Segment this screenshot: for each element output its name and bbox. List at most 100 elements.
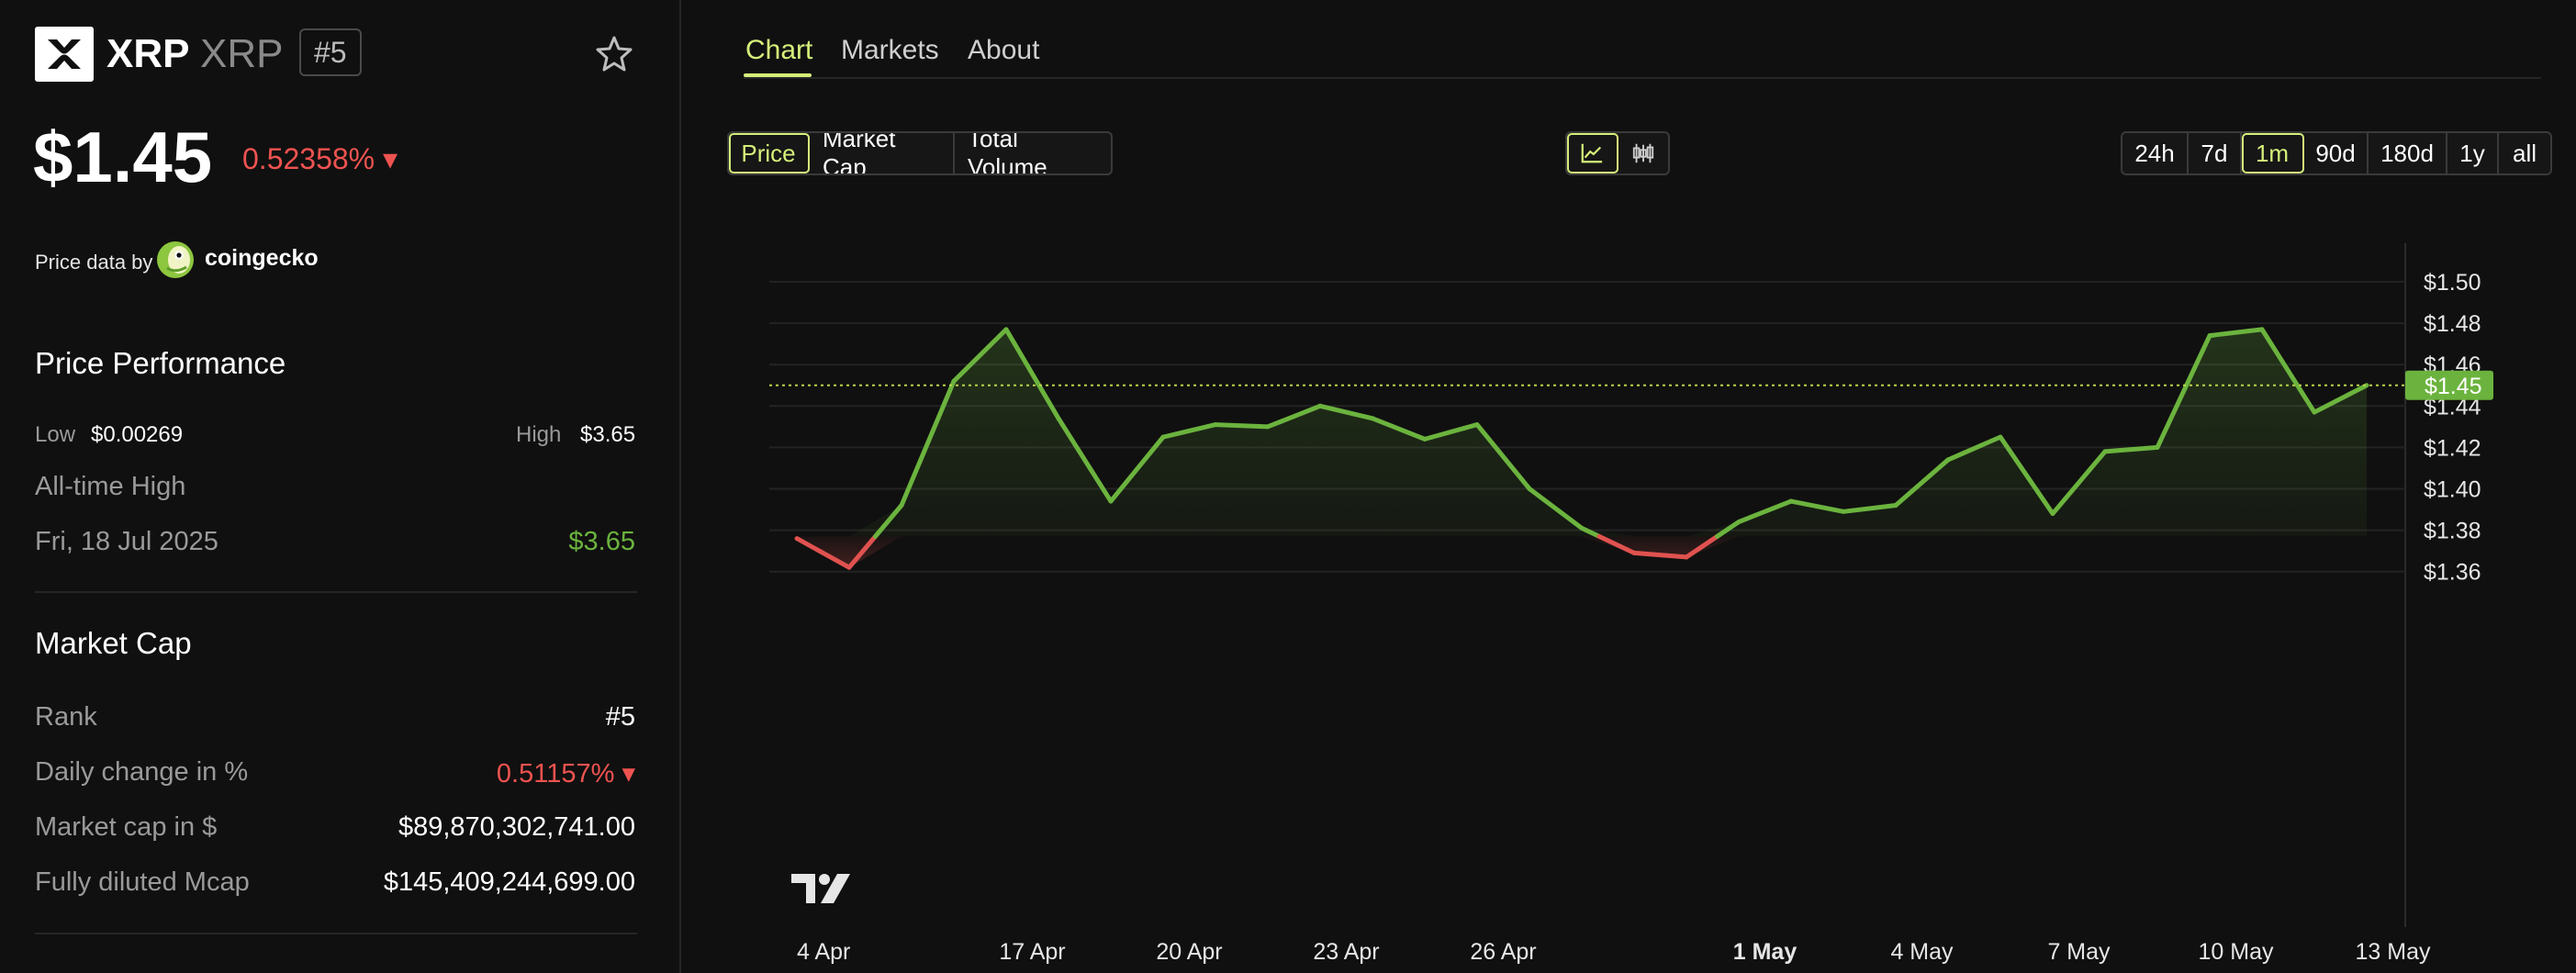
coin-info-panel: XRP XRP #5 $1.45 0.52358% ▾ Price data b… (0, 0, 681, 973)
market-cap-label: Market cap in $ (35, 812, 218, 842)
price-line-segment (1579, 525, 1602, 539)
market-cap-value: $89,870,302,741.00 (398, 812, 635, 842)
price-performance-title: Price Performance (35, 346, 286, 380)
high-label: High (516, 422, 562, 447)
y-tick-label: $1.36 (2424, 560, 2481, 586)
price-button[interactable]: Price (729, 133, 810, 173)
price-line-segment (1945, 434, 2003, 463)
divider (35, 591, 637, 593)
coingecko-label[interactable]: coingecko (205, 245, 319, 271)
range-24h-button[interactable]: 24h (2122, 133, 2189, 173)
ath-date: Fri, 18 Jul 2025 (35, 527, 218, 556)
daily-change-label: Daily change in % (35, 757, 249, 787)
price-line-segment (2312, 383, 2369, 415)
price-line-segment (794, 536, 852, 570)
xrp-logo (35, 27, 94, 82)
price-line-segment (2050, 449, 2108, 517)
price-line-segment (1003, 327, 1061, 421)
price-line-segment (1893, 457, 1951, 509)
price-line-segment (1715, 520, 1742, 539)
price-line-segment (951, 327, 1009, 384)
price-line-segment (2259, 327, 2317, 415)
chart-type-selector (1565, 131, 1670, 175)
total-volume-button[interactable]: Total Volume (968, 131, 1047, 175)
price-line-segment (1736, 498, 1794, 525)
price-line-segment (1160, 422, 1218, 440)
price-line-segment (1422, 422, 1480, 442)
price-line-segment (873, 503, 904, 539)
tab-chart[interactable]: Chart (745, 35, 813, 65)
daily-change-value: 0.51157% ▾ (496, 759, 635, 788)
x-tick-label: 13 May (2356, 939, 2431, 965)
price-line-segment (1265, 403, 1323, 430)
price-data-by-label: Price data by (35, 251, 153, 274)
price-line-segment (1213, 422, 1271, 430)
price-line-segment (1056, 416, 1114, 504)
range-180d-button[interactable]: 180d (2369, 133, 2447, 173)
current-price-badge (2405, 370, 2493, 400)
range-90d-button[interactable]: 90d (2304, 133, 2369, 173)
fully-diluted-value: $145,409,244,699.00 (383, 867, 635, 897)
tab-markets[interactable]: Markets (841, 35, 939, 65)
line-chart-icon (1581, 143, 1603, 163)
star-icon[interactable] (594, 34, 634, 74)
tradingview-logo-icon (791, 874, 850, 903)
price-line-segment (846, 533, 878, 570)
x-tick-label: 4 May (1890, 939, 1954, 965)
x-tick-label: 10 May (2199, 939, 2274, 965)
range-1y-button[interactable]: 1y (2447, 133, 2499, 173)
xrp-logo-icon (48, 39, 81, 69)
x-tick-label: 7 May (2047, 939, 2111, 965)
market-cap-title: Market Cap (35, 626, 192, 660)
price-line-segment (1788, 498, 1846, 514)
y-tick-label: $1.50 (2424, 270, 2481, 296)
tab-about[interactable]: About (968, 35, 1040, 65)
price-line-segment (1631, 550, 1689, 560)
market-cap-button[interactable]: Market Cap (810, 133, 955, 173)
y-tick-label: $1.42 (2424, 435, 2481, 461)
metric-selector: Price Market Cap Total Volume (727, 131, 1113, 175)
divider (35, 933, 637, 934)
range-7d-button[interactable]: 7d (2189, 133, 2242, 173)
rank-badge: #5 (299, 28, 362, 76)
price-line-segment (899, 378, 957, 509)
tabs-divider (744, 77, 2541, 79)
price-line-segment (1841, 503, 1898, 514)
price-line-segment (1108, 434, 1166, 504)
y-tick-label: $1.48 (2424, 311, 2481, 337)
price-change: 0.52358% ▾ (242, 142, 398, 175)
rank-value: #5 (605, 702, 635, 732)
ath-value: $3.65 (568, 527, 635, 556)
fully-diluted-label: Fully diluted Mcap (35, 867, 250, 897)
ath-label: All-time High (35, 472, 186, 501)
range-selector: 24h 7d 1m 90d 180d 1y all (2121, 131, 2552, 175)
low-value: $0.00269 (91, 422, 184, 447)
price-line-segment (1474, 422, 1532, 491)
x-tick-label: 26 Apr (1470, 939, 1536, 965)
x-tick-label: 20 Apr (1156, 939, 1222, 965)
price-line-segment (1317, 403, 1375, 421)
price-line-segment (1998, 434, 2055, 517)
x-tick-label: 23 Apr (1313, 939, 1379, 965)
candlestick-button[interactable] (1618, 133, 1668, 173)
area-fill-down (797, 536, 2367, 568)
line-chart-button[interactable] (1567, 133, 1618, 173)
price-line-segment (1527, 486, 1585, 531)
y-tick-label: $1.40 (2424, 477, 2481, 503)
high-value: $3.65 (580, 422, 636, 447)
price-line-segment (1370, 416, 1428, 442)
current-price: $1.45 (33, 117, 213, 197)
range-1m-button[interactable]: 1m (2242, 133, 2304, 173)
range-all-button[interactable]: all (2512, 139, 2537, 167)
y-tick-label: $1.38 (2424, 519, 2481, 544)
price-line-segment (2102, 444, 2160, 454)
candlestick-icon (1632, 143, 1654, 163)
x-tick-label: 1 May (1733, 939, 1798, 965)
coingecko-icon[interactable] (156, 240, 195, 279)
price-line-segment (1596, 533, 1637, 555)
price-line-segment (2207, 327, 2265, 339)
coin-symbol: XRP (200, 31, 284, 76)
price-line-segment (1684, 533, 1720, 560)
low-label: Low (35, 422, 76, 447)
